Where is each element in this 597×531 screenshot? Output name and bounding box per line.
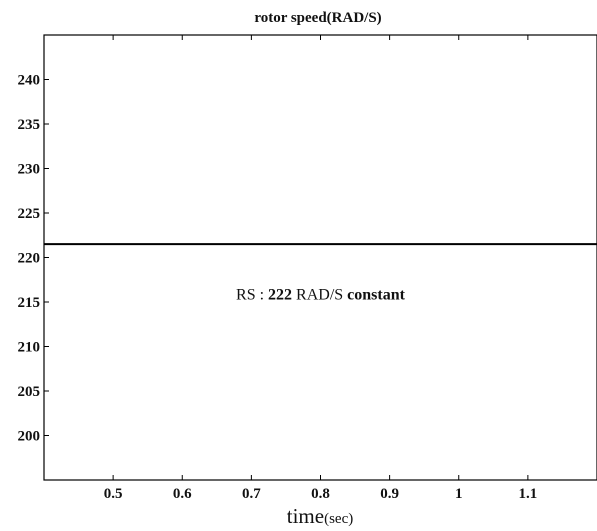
chart-title: rotor speed(RAD/S) [254, 10, 381, 26]
x-axis-label-main: time [287, 504, 324, 528]
x-tick-label: 0.5 [104, 486, 123, 502]
x-tick-label: 0.9 [380, 486, 399, 502]
annotation-prefix: RS : [236, 286, 268, 303]
y-tick-label: 235 [18, 117, 41, 133]
annotation-unit: RAD/S [292, 286, 347, 303]
x-axis-label: time(sec) [287, 504, 353, 528]
y-tick-label: 215 [18, 295, 41, 311]
constant-speed-annotation: RS : 222 RAD/S constant [236, 286, 406, 303]
x-tick-label: 0.7 [242, 486, 261, 502]
y-tick-label: 220 [18, 251, 41, 267]
y-tick-label: 240 [18, 73, 41, 89]
y-tick-label: 230 [18, 162, 41, 178]
x-axis-label-unit: (sec) [324, 511, 353, 527]
x-axis-ticks: 0.5 0.6 0.7 0.8 0.9 1 1.1 [104, 35, 538, 502]
x-tick-label: 0.6 [173, 486, 192, 502]
y-axis-ticks: 200 205 210 215 220 225 230 235 240 [18, 73, 49, 445]
y-tick-label: 225 [18, 206, 41, 222]
y-tick-label: 210 [18, 340, 41, 356]
x-tick-label: 1 [455, 486, 463, 502]
x-tick-label: 0.8 [311, 486, 330, 502]
annotation-value: 222 [268, 286, 292, 303]
annotation-suffix: constant [347, 286, 405, 303]
x-tick-label: 1.1 [519, 486, 538, 502]
y-tick-label: 200 [18, 429, 41, 445]
y-tick-label: 205 [18, 384, 41, 400]
plot-frame [43, 34, 597, 481]
